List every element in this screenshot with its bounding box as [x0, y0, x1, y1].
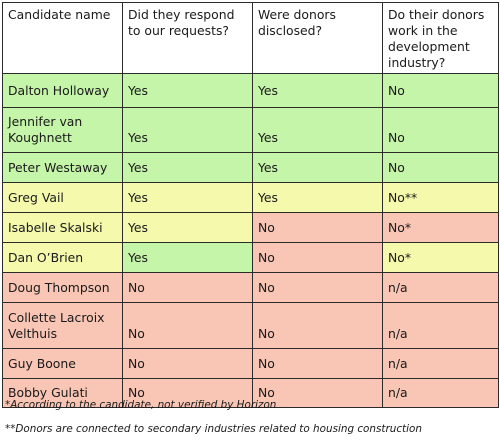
footnote-unverified: *According to the candidate, not verifie… [5, 399, 277, 411]
header-donors-disclosed: Were donors disclosed? [252, 2, 383, 74]
table-row: Peter Westaway Yes Yes No [2, 152, 499, 183]
cell-candidate-name: Peter Westaway [2, 152, 123, 183]
cell-donors-disclosed: Yes [252, 73, 383, 108]
cell-development-industry: No* [382, 242, 499, 273]
cell-candidate-name: Isabelle Skalski [2, 212, 123, 243]
table-body: Dalton Holloway Yes Yes No Jennifer van … [2, 73, 499, 408]
cell-responded: Yes [122, 73, 253, 108]
cell-donors-disclosed: Yes [252, 152, 383, 183]
cell-responded: No [122, 302, 253, 349]
cell-candidate-name: Jennifer van Koughnett [2, 107, 123, 153]
cell-candidate-name: Doug Thompson [2, 272, 123, 303]
cell-development-industry: No [382, 152, 499, 183]
cell-responded: Yes [122, 152, 253, 183]
cell-development-industry: No [382, 107, 499, 153]
cell-donors-disclosed: No [252, 302, 383, 349]
cell-development-industry: n/a [382, 272, 499, 303]
cell-development-industry: n/a [382, 348, 499, 379]
header-development-industry: Do their donors work in the development … [382, 2, 499, 74]
cell-development-industry: No** [382, 182, 499, 213]
candidates-table: Candidate name Did they respond to our r… [2, 2, 499, 408]
table-row: Collette Lacroix Velthuis No No n/a [2, 302, 499, 349]
cell-responded: No [122, 348, 253, 379]
table-row: Dan O’Brien Yes No No* [2, 242, 499, 273]
table-row: Isabelle Skalski Yes No No* [2, 212, 499, 243]
cell-candidate-name: Bobby Gulati [2, 378, 123, 408]
table-row: Guy Boone No No n/a [2, 348, 499, 379]
cell-candidate-name: Collette Lacroix Velthuis [2, 302, 123, 349]
cell-candidate-name: Greg Vail [2, 182, 123, 213]
cell-development-industry: No* [382, 212, 499, 243]
header-row: Candidate name Did they respond to our r… [2, 2, 499, 74]
cell-responded: Yes [122, 182, 253, 213]
cell-development-industry: No [382, 73, 499, 108]
cell-donors-disclosed: No [252, 272, 383, 303]
table-row: Doug Thompson No No n/a [2, 272, 499, 303]
table-row: Greg Vail Yes Yes No** [2, 182, 499, 213]
header-candidate-name: Candidate name [2, 2, 123, 74]
cell-candidate-name: Guy Boone [2, 348, 123, 379]
cell-candidate-name: Dalton Holloway [2, 73, 123, 108]
table-row: Bobby Gulati No No n/a [2, 378, 499, 408]
cell-responded: Yes [122, 107, 253, 153]
cell-donors-disclosed: No [252, 348, 383, 379]
cell-donors-disclosed: No [252, 212, 383, 243]
footnote-secondary-industries: **Donors are connected to secondary indu… [5, 423, 422, 435]
cell-responded: Yes [122, 212, 253, 243]
cell-development-industry: n/a [382, 302, 499, 349]
header-responded: Did they respond to our requests? [122, 2, 253, 74]
table-header: Candidate name Did they respond to our r… [2, 2, 499, 74]
cell-donors-disclosed: No [252, 242, 383, 273]
cell-candidate-name: Dan O’Brien [2, 242, 123, 273]
table-row: Dalton Holloway Yes Yes No [2, 73, 499, 108]
cell-donors-disclosed: Yes [252, 107, 383, 153]
cell-responded: No [122, 272, 253, 303]
cell-responded: Yes [122, 242, 253, 273]
cell-donors-disclosed: No [252, 378, 383, 408]
cell-donors-disclosed: Yes [252, 182, 383, 213]
cell-development-industry: n/a [382, 378, 499, 408]
table-row: Jennifer van Koughnett Yes Yes No [2, 107, 499, 153]
